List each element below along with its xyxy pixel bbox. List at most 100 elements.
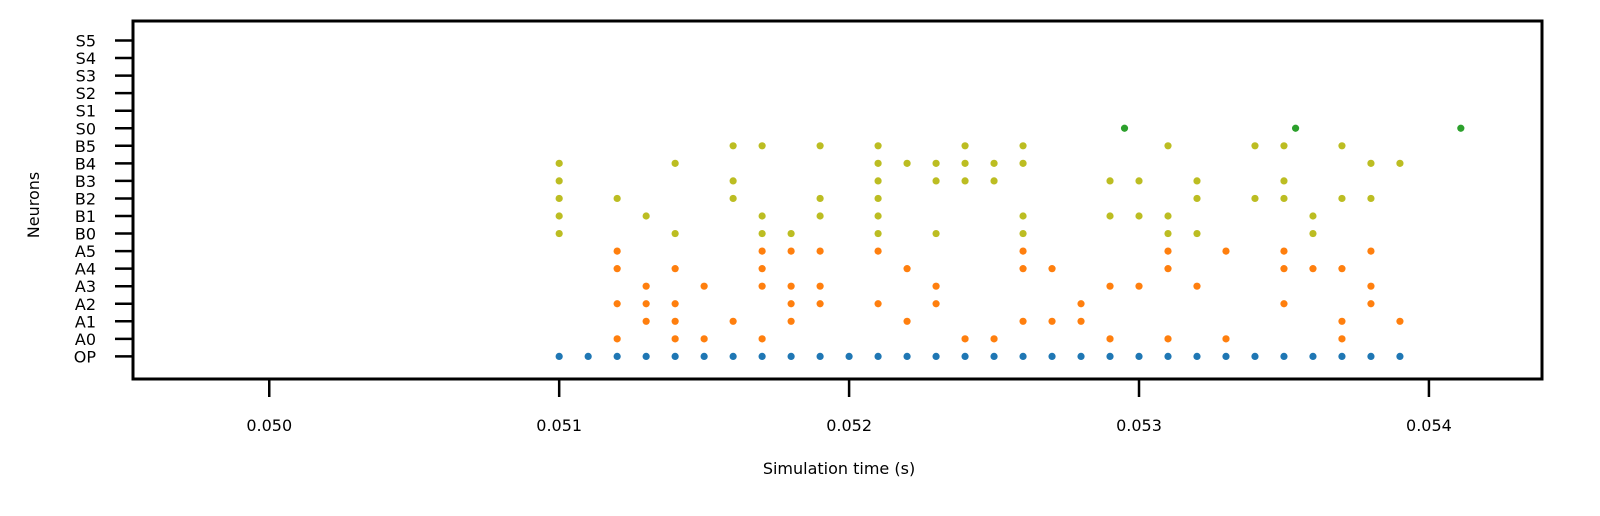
x-tick-label: 0.050 bbox=[246, 416, 292, 435]
spike-point bbox=[642, 212, 650, 220]
spike-point bbox=[1106, 177, 1114, 185]
spike-point bbox=[1291, 124, 1300, 132]
spike-point bbox=[787, 352, 795, 360]
spike-point bbox=[1019, 212, 1027, 220]
spike-point bbox=[671, 300, 679, 308]
spike-point bbox=[700, 352, 708, 360]
spike-point bbox=[932, 352, 940, 360]
spike-point bbox=[1164, 247, 1172, 255]
spike-point bbox=[787, 282, 795, 290]
spike-point bbox=[1193, 194, 1201, 203]
spike-point bbox=[903, 317, 911, 325]
spike-point bbox=[1048, 265, 1056, 273]
spike-point bbox=[1019, 317, 1027, 325]
spike-point bbox=[932, 229, 940, 238]
y-tick-label: B3 bbox=[75, 172, 96, 191]
spike-point bbox=[903, 352, 911, 360]
spike-point bbox=[758, 335, 766, 343]
spike-point bbox=[642, 282, 650, 290]
spike-point bbox=[1367, 352, 1375, 360]
spike-point bbox=[990, 352, 998, 360]
spike-point bbox=[903, 265, 911, 273]
spike-point bbox=[729, 177, 737, 185]
spike-point bbox=[961, 335, 969, 343]
spike-point bbox=[903, 159, 911, 167]
spike-point bbox=[1222, 352, 1230, 360]
spike-point bbox=[613, 265, 621, 273]
spike-point bbox=[961, 177, 969, 185]
spike-point bbox=[1106, 212, 1114, 220]
spike-point bbox=[1019, 265, 1027, 273]
y-axis-title: Neurons bbox=[24, 172, 43, 238]
spike-point bbox=[874, 177, 882, 185]
spike-point bbox=[874, 247, 882, 255]
spike-point bbox=[1120, 124, 1129, 132]
y-tick-label: S3 bbox=[76, 67, 96, 86]
spike-point bbox=[555, 194, 563, 203]
spike-point bbox=[671, 317, 679, 325]
spike-point bbox=[1280, 265, 1288, 273]
spike-point bbox=[1367, 247, 1375, 255]
spike-point bbox=[874, 212, 882, 220]
spike-point bbox=[1135, 352, 1143, 360]
spike-point bbox=[671, 159, 679, 167]
spike-point bbox=[642, 317, 650, 325]
spike-point bbox=[613, 300, 621, 308]
y-tick-label: S5 bbox=[76, 32, 96, 51]
y-tick-label: A1 bbox=[75, 312, 96, 331]
spike-point bbox=[758, 282, 766, 290]
spike-point bbox=[729, 317, 737, 325]
spike-point bbox=[1338, 317, 1346, 325]
spike-point bbox=[874, 229, 882, 238]
spike-point bbox=[1280, 247, 1288, 255]
spike-point bbox=[816, 247, 824, 255]
spike-point bbox=[787, 317, 795, 325]
spike-point bbox=[1280, 177, 1288, 185]
y-tick-label: B4 bbox=[75, 154, 96, 173]
y-tick-label: A2 bbox=[75, 295, 96, 314]
spike-point bbox=[1106, 335, 1114, 343]
spike-point bbox=[671, 335, 679, 343]
spike-point bbox=[1338, 142, 1346, 150]
spike-point bbox=[1280, 300, 1288, 308]
x-axis-title: Simulation time (s) bbox=[763, 459, 915, 478]
spike-point bbox=[1193, 352, 1201, 360]
y-tick-label: B1 bbox=[75, 207, 96, 226]
spike-point bbox=[990, 335, 998, 343]
spike-point bbox=[613, 247, 621, 255]
spike-point bbox=[1077, 352, 1085, 360]
y-tick-label: B5 bbox=[75, 137, 96, 156]
spike-point bbox=[758, 352, 766, 360]
spike-point bbox=[1457, 124, 1465, 132]
spike-point bbox=[932, 177, 940, 185]
spike-point bbox=[816, 212, 824, 220]
spike-point bbox=[816, 300, 824, 308]
spike-point bbox=[1164, 212, 1172, 220]
spike-point bbox=[584, 352, 592, 360]
spike-point bbox=[1367, 282, 1375, 290]
y-tick-label: A5 bbox=[75, 242, 96, 261]
spike-point bbox=[700, 335, 708, 343]
spike-point bbox=[874, 352, 882, 360]
spike-point bbox=[816, 142, 824, 150]
spike-point bbox=[1309, 229, 1317, 238]
spike-point bbox=[1135, 212, 1143, 220]
y-tick-label: S1 bbox=[76, 102, 96, 121]
spike-point bbox=[1077, 300, 1085, 308]
y-tick-label: A3 bbox=[75, 277, 96, 296]
spike-point bbox=[1164, 352, 1172, 360]
spike-point bbox=[642, 352, 650, 360]
spike-point bbox=[1019, 229, 1027, 238]
spike-point bbox=[1280, 352, 1288, 360]
spike-point bbox=[1251, 142, 1259, 150]
spike-point bbox=[671, 265, 679, 273]
spike-point bbox=[1338, 265, 1346, 273]
spike-point bbox=[845, 352, 853, 360]
spike-point bbox=[961, 352, 969, 360]
spike-point bbox=[1164, 335, 1172, 343]
spike-markers bbox=[555, 124, 1465, 360]
spike-point bbox=[1367, 159, 1375, 167]
spike-point bbox=[990, 177, 998, 185]
